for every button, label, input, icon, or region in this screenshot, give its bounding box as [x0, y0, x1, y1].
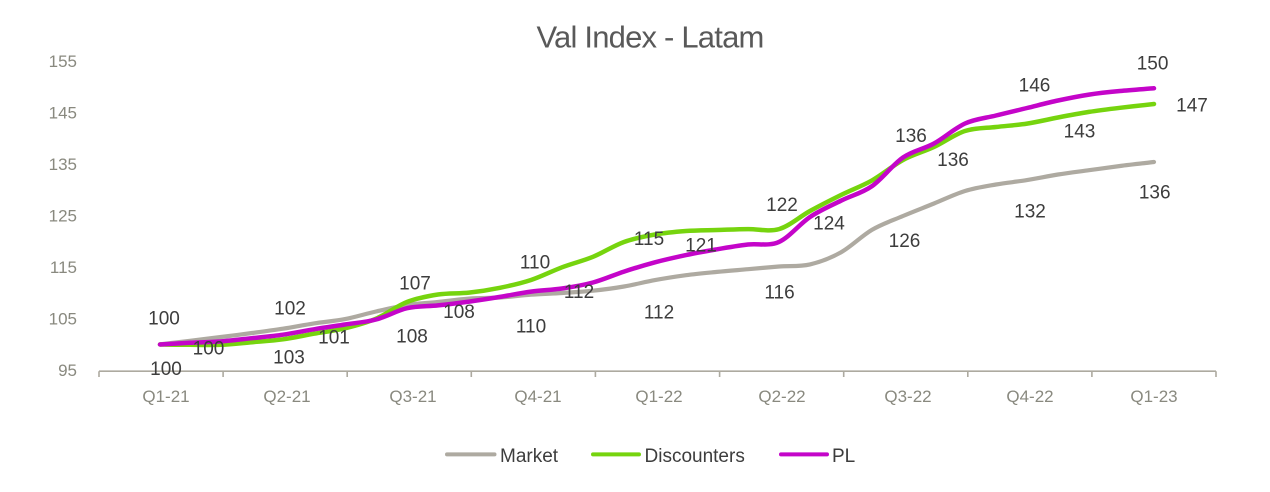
svg-text:Market: Market: [500, 446, 559, 467]
svg-text:102: 102: [274, 299, 306, 320]
svg-text:Q2-21: Q2-21: [263, 387, 310, 406]
svg-text:Val Index - Latam: Val Index - Latam: [536, 20, 763, 55]
svg-text:100: 100: [148, 308, 180, 329]
svg-text:126: 126: [889, 231, 921, 252]
svg-text:110: 110: [516, 317, 546, 338]
svg-text:124: 124: [813, 214, 845, 235]
svg-text:Q1-21: Q1-21: [142, 387, 189, 406]
svg-text:103: 103: [273, 348, 305, 369]
svg-text:105: 105: [49, 310, 77, 329]
svg-text:136: 136: [1139, 183, 1171, 204]
svg-text:112: 112: [644, 302, 674, 323]
svg-text:Q2-22: Q2-22: [758, 387, 805, 406]
svg-text:95: 95: [58, 361, 77, 380]
svg-text:146: 146: [1019, 76, 1051, 97]
svg-text:135: 135: [49, 155, 77, 174]
svg-text:155: 155: [49, 52, 77, 71]
svg-text:Q3-21: Q3-21: [389, 387, 436, 406]
svg-text:125: 125: [49, 207, 77, 226]
svg-text:Q1-22: Q1-22: [635, 387, 682, 406]
svg-text:Discounters: Discounters: [645, 446, 745, 467]
svg-text:115: 115: [50, 258, 77, 277]
svg-text:100: 100: [193, 338, 225, 359]
svg-text:121: 121: [685, 236, 717, 257]
svg-text:108: 108: [396, 326, 428, 347]
svg-text:136: 136: [895, 126, 927, 147]
svg-text:143: 143: [1064, 121, 1096, 142]
svg-text:112: 112: [564, 282, 594, 303]
svg-text:132: 132: [1014, 202, 1046, 223]
svg-text:107: 107: [399, 273, 431, 294]
svg-text:122: 122: [766, 195, 798, 216]
svg-text:100: 100: [150, 359, 182, 380]
svg-text:Q4-21: Q4-21: [514, 387, 561, 406]
svg-text:PL: PL: [832, 446, 855, 467]
svg-text:101: 101: [318, 328, 350, 349]
svg-text:Q1-23: Q1-23: [1130, 387, 1177, 406]
svg-text:150: 150: [1137, 54, 1169, 75]
svg-text:Q3-22: Q3-22: [884, 387, 931, 406]
svg-text:136: 136: [937, 150, 969, 171]
svg-text:115: 115: [634, 229, 664, 250]
svg-text:Q4-22: Q4-22: [1006, 387, 1053, 406]
svg-text:110: 110: [520, 253, 550, 274]
svg-text:145: 145: [49, 104, 77, 123]
svg-text:116: 116: [764, 283, 794, 304]
svg-text:147: 147: [1176, 96, 1208, 117]
svg-text:108: 108: [443, 302, 475, 323]
